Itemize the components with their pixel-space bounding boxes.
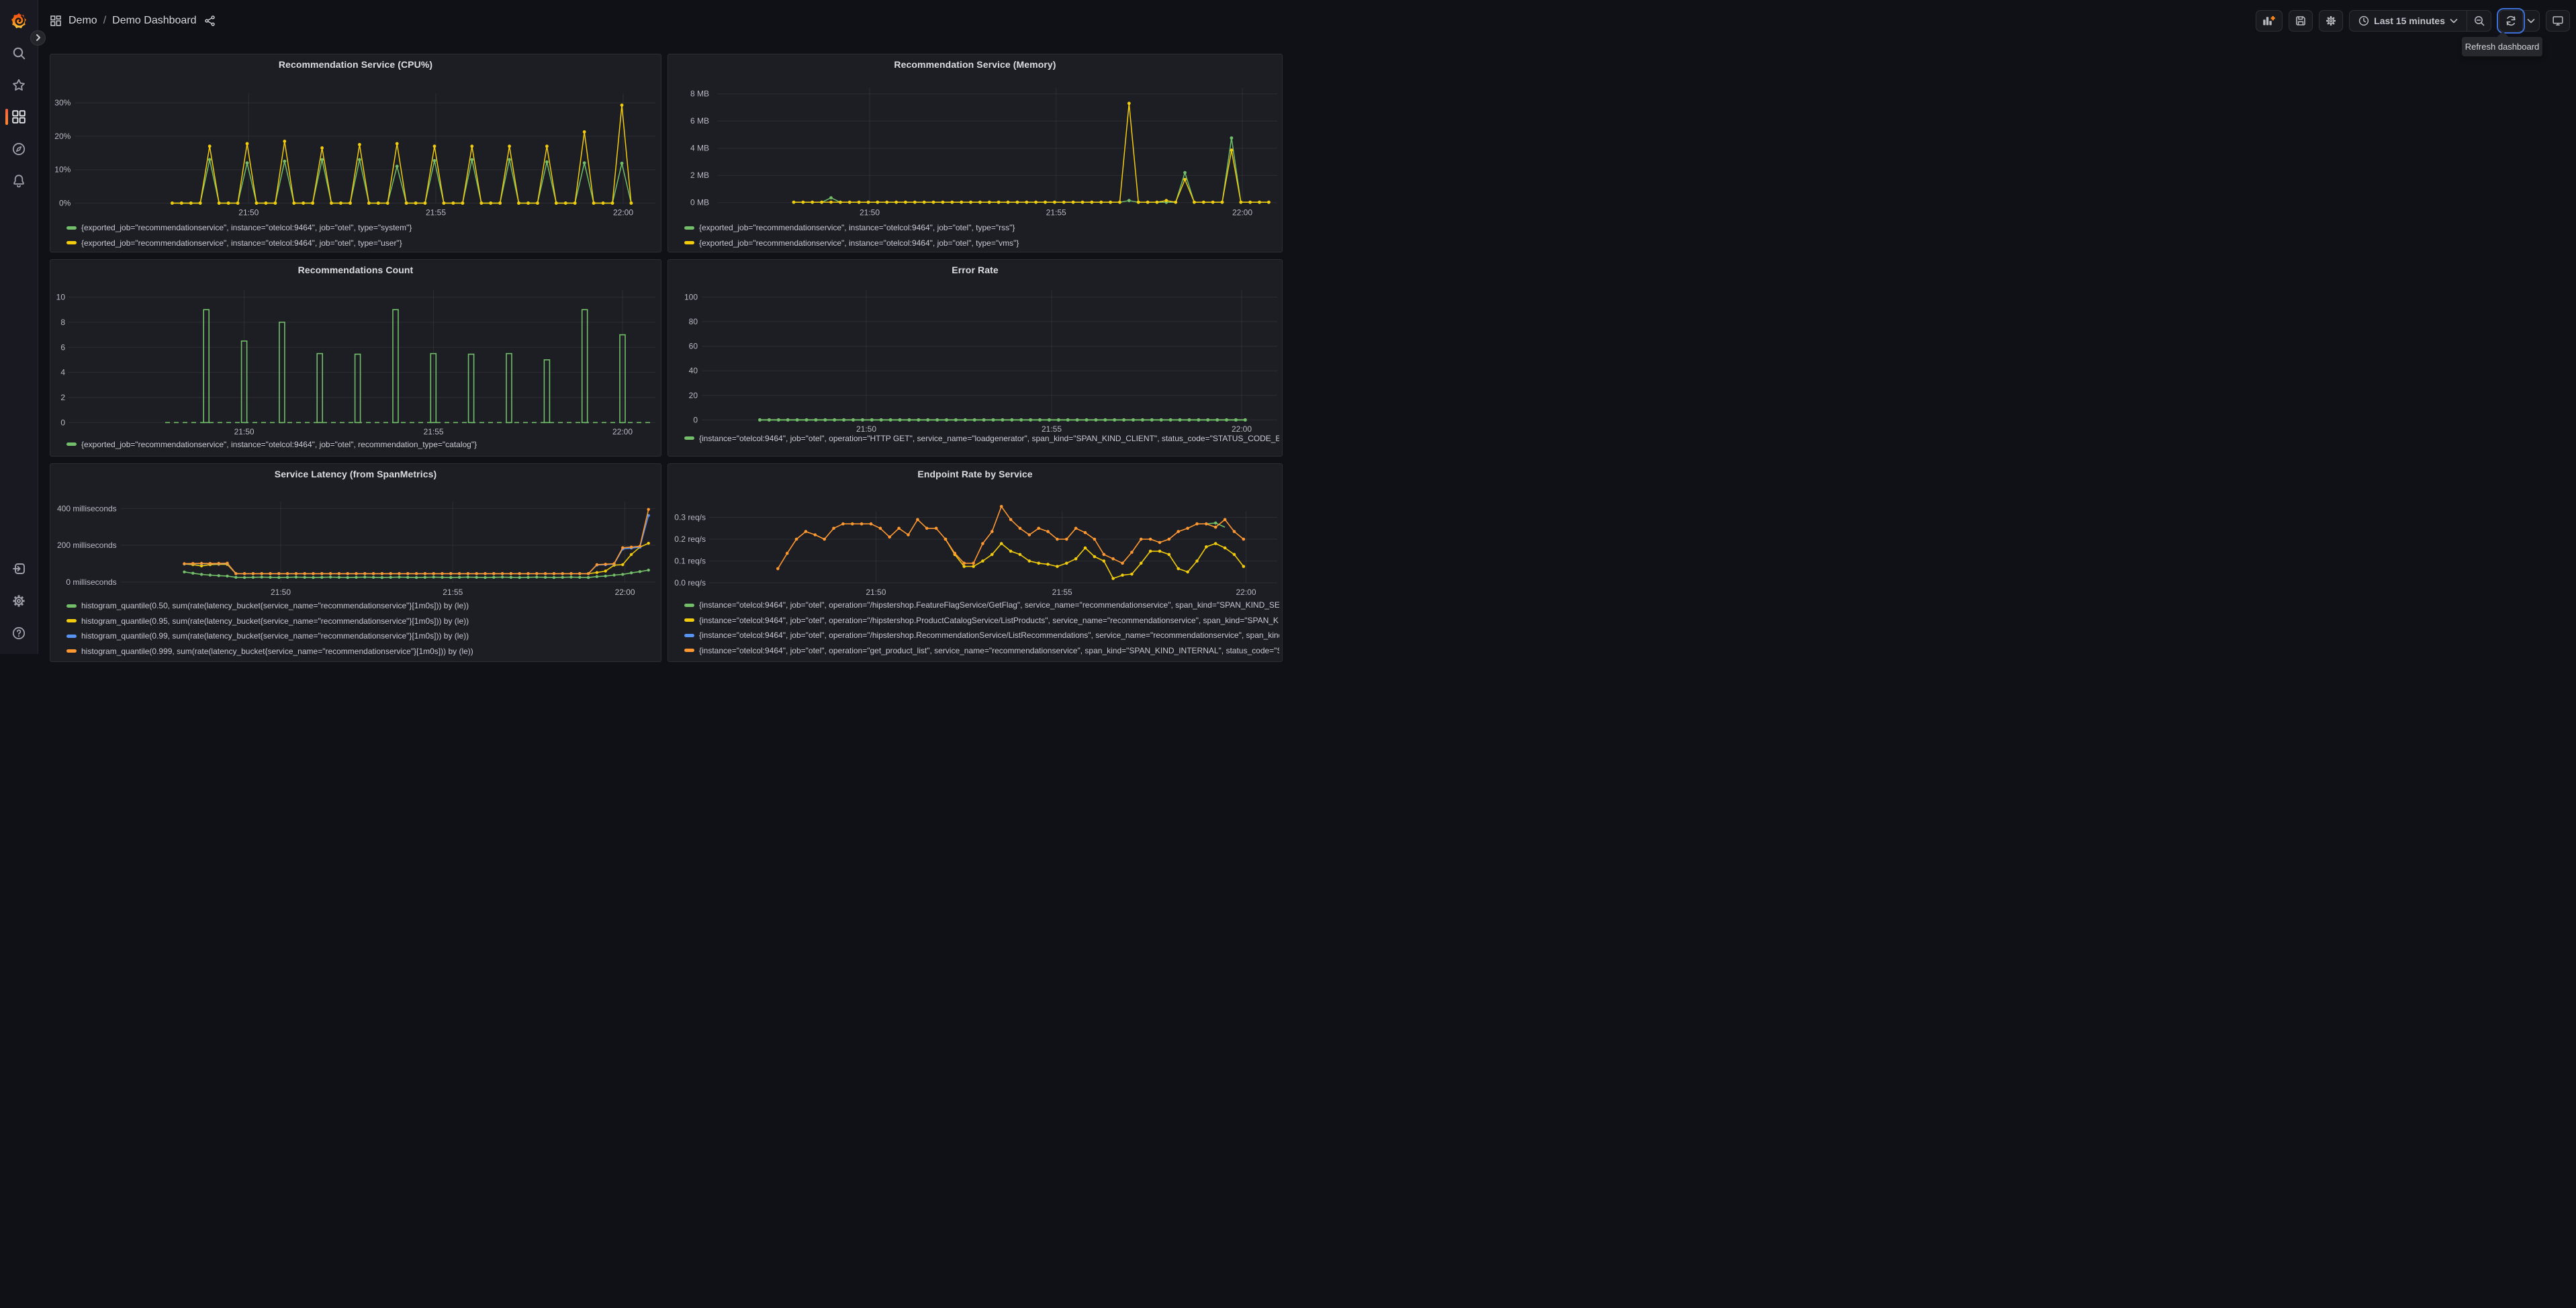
svg-text:8: 8 xyxy=(60,317,65,326)
svg-text:100: 100 xyxy=(684,292,698,301)
svg-text:10%: 10% xyxy=(54,165,71,175)
svg-text:21:50: 21:50 xyxy=(271,588,291,597)
svg-text:21:50: 21:50 xyxy=(860,208,880,218)
svg-text:0.0 req/s: 0.0 req/s xyxy=(674,578,706,588)
svg-text:21:50: 21:50 xyxy=(238,208,259,218)
svg-text:22:00: 22:00 xyxy=(615,588,635,597)
svg-text:22:00: 22:00 xyxy=(1236,588,1256,597)
svg-text:21:50: 21:50 xyxy=(866,588,886,597)
svg-text:21:50: 21:50 xyxy=(856,424,876,434)
svg-text:400 milliseconds: 400 milliseconds xyxy=(57,504,117,513)
svg-text:4 MB: 4 MB xyxy=(690,144,709,153)
svg-text:22:00: 22:00 xyxy=(1232,208,1252,218)
svg-text:21:55: 21:55 xyxy=(1052,588,1072,597)
svg-text:80: 80 xyxy=(689,317,698,326)
svg-text:0: 0 xyxy=(60,418,65,427)
svg-text:30%: 30% xyxy=(54,98,71,107)
svg-text:21:55: 21:55 xyxy=(1042,424,1062,434)
svg-text:0 MB: 0 MB xyxy=(690,198,709,207)
svg-text:4: 4 xyxy=(60,367,65,377)
svg-text:20: 20 xyxy=(689,390,698,400)
svg-text:0.3 req/s: 0.3 req/s xyxy=(674,513,706,522)
svg-text:22:00: 22:00 xyxy=(1232,424,1252,434)
svg-text:0: 0 xyxy=(693,415,698,424)
svg-text:2 MB: 2 MB xyxy=(690,171,709,180)
svg-text:6 MB: 6 MB xyxy=(690,116,709,126)
svg-text:0.1 req/s: 0.1 req/s xyxy=(674,557,706,566)
svg-text:22:00: 22:00 xyxy=(612,427,633,436)
svg-text:0 milliseconds: 0 milliseconds xyxy=(66,577,116,587)
svg-text:21:50: 21:50 xyxy=(234,427,255,436)
svg-text:21:55: 21:55 xyxy=(443,588,463,597)
svg-text:60: 60 xyxy=(689,341,698,351)
svg-text:200 milliseconds: 200 milliseconds xyxy=(57,541,117,550)
svg-text:21:55: 21:55 xyxy=(424,427,444,436)
svg-text:6: 6 xyxy=(60,342,65,352)
svg-text:10: 10 xyxy=(56,292,66,301)
svg-text:2: 2 xyxy=(60,393,65,402)
svg-text:22:00: 22:00 xyxy=(613,208,633,218)
svg-text:21:55: 21:55 xyxy=(426,208,446,218)
svg-text:0.2 req/s: 0.2 req/s xyxy=(674,534,706,544)
svg-text:40: 40 xyxy=(689,366,698,375)
svg-text:21:55: 21:55 xyxy=(1046,208,1066,218)
svg-text:20%: 20% xyxy=(54,132,71,141)
svg-text:0%: 0% xyxy=(59,199,71,208)
svg-text:8 MB: 8 MB xyxy=(690,89,709,99)
